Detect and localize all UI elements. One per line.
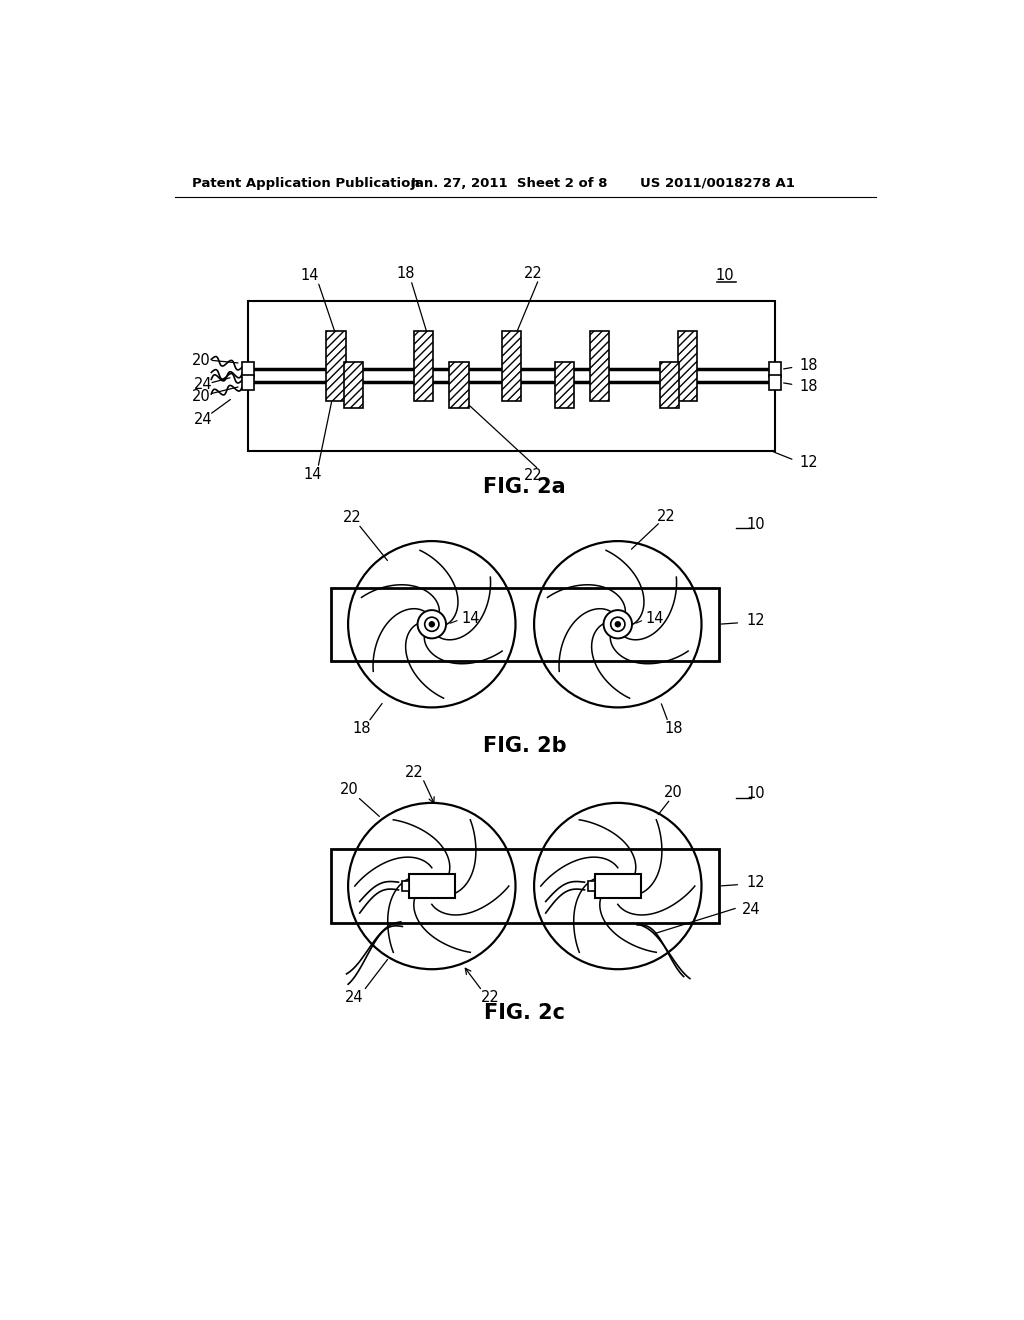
Text: FIG. 2a: FIG. 2a	[483, 478, 566, 498]
Bar	[769, 362, 781, 378]
Bar	[243, 362, 254, 378]
Bar	[590, 331, 609, 400]
Text: 20: 20	[193, 352, 211, 368]
Bar	[589, 880, 595, 891]
Text: 24: 24	[345, 990, 364, 1006]
Text: 14: 14	[646, 611, 665, 626]
Text: 20: 20	[340, 783, 358, 797]
Bar	[660, 362, 679, 408]
Text: 22: 22	[406, 764, 424, 780]
Bar	[331, 850, 719, 923]
Bar	[331, 587, 719, 661]
Text: 20: 20	[193, 389, 211, 404]
Text: 18: 18	[353, 721, 372, 735]
Text: 12: 12	[746, 612, 765, 628]
Text: FIG. 2b: FIG. 2b	[483, 737, 566, 756]
Bar	[769, 375, 781, 391]
Text: 12: 12	[800, 455, 818, 470]
Circle shape	[615, 622, 621, 627]
Text: 24: 24	[194, 378, 213, 392]
Circle shape	[418, 610, 446, 639]
Bar	[502, 331, 521, 400]
Text: 22: 22	[524, 265, 543, 281]
Circle shape	[425, 618, 439, 631]
Text: 14: 14	[303, 466, 322, 482]
Circle shape	[429, 622, 434, 627]
Text: 12: 12	[746, 875, 765, 890]
Text: 14: 14	[301, 268, 319, 282]
Text: 18: 18	[396, 267, 415, 281]
Bar	[243, 375, 254, 391]
Text: 24: 24	[741, 902, 761, 916]
Text: 20: 20	[665, 784, 683, 800]
Text: 14: 14	[461, 611, 480, 626]
Text: 22: 22	[524, 469, 543, 483]
Text: 18: 18	[800, 379, 818, 393]
Bar	[409, 874, 455, 899]
Bar	[555, 362, 574, 408]
Text: 22: 22	[657, 510, 676, 524]
Text: Jan. 27, 2011  Sheet 2 of 8: Jan. 27, 2011 Sheet 2 of 8	[411, 177, 608, 190]
Bar	[414, 331, 433, 400]
Text: 18: 18	[800, 358, 818, 374]
Bar	[344, 362, 364, 408]
Bar	[402, 880, 409, 891]
Text: FIG. 2c: FIG. 2c	[484, 1003, 565, 1023]
Text: 10: 10	[716, 268, 734, 282]
Bar	[327, 331, 346, 400]
Text: 10: 10	[746, 516, 765, 532]
Text: 22: 22	[480, 990, 500, 1006]
Bar	[450, 362, 469, 408]
Bar	[678, 331, 697, 400]
Circle shape	[610, 618, 625, 631]
Text: 10: 10	[746, 787, 765, 801]
Text: 18: 18	[665, 721, 683, 735]
Text: US 2011/0018278 A1: US 2011/0018278 A1	[640, 177, 795, 190]
Text: 24: 24	[194, 412, 213, 426]
Text: 22: 22	[343, 511, 361, 525]
Bar	[248, 301, 775, 451]
Text: Patent Application Publication: Patent Application Publication	[191, 177, 419, 190]
Circle shape	[603, 610, 632, 639]
Bar	[595, 874, 641, 899]
